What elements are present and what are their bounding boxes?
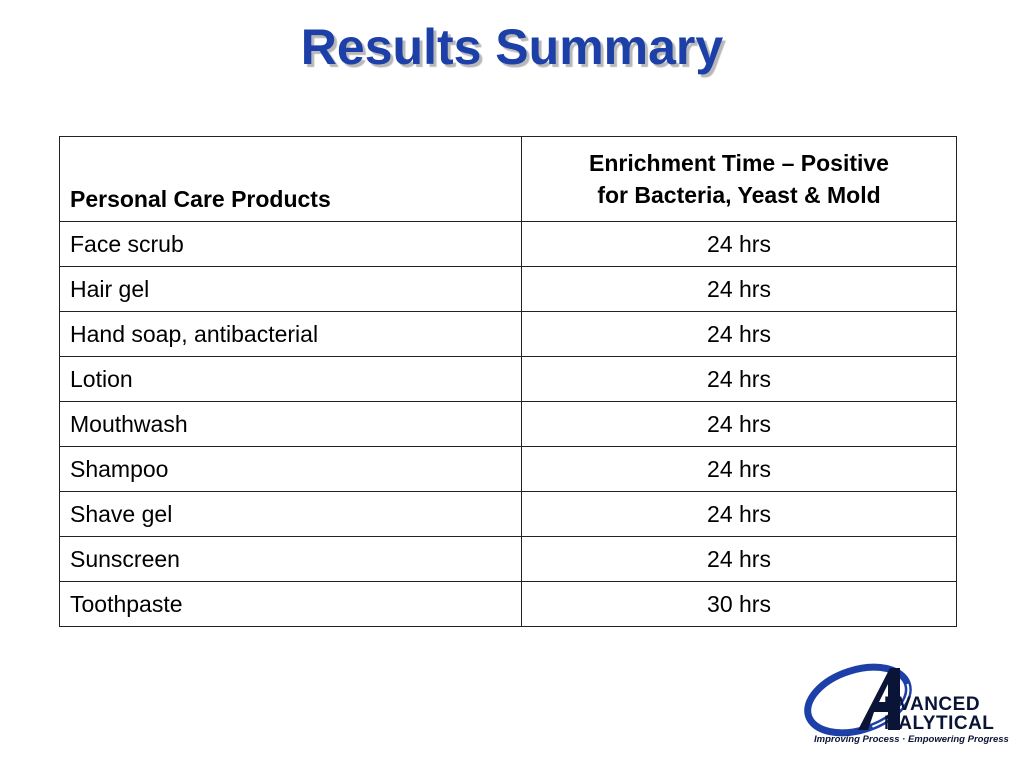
cell-product: Hair gel <box>59 266 522 312</box>
cell-product: Face scrub <box>59 221 522 267</box>
results-table: Personal Care Products Enrichment Time –… <box>59 136 957 627</box>
table-row: Toothpaste 30 hrs <box>59 581 957 627</box>
table-header-row: Personal Care Products Enrichment Time –… <box>59 136 957 222</box>
header-personal-care-products: Personal Care Products <box>59 136 522 222</box>
cell-product: Hand soap, antibacterial <box>59 311 522 357</box>
table-row: Lotion 24 hrs <box>59 356 957 402</box>
logo-word-advanced: DVANCED <box>884 694 981 715</box>
cell-enrichment-time: 24 hrs <box>521 311 957 357</box>
cell-enrichment-time: 24 hrs <box>521 221 957 267</box>
cell-product: Lotion <box>59 356 522 402</box>
table-row: Hand soap, antibacterial 24 hrs <box>59 311 957 357</box>
cell-enrichment-time: 24 hrs <box>521 446 957 492</box>
cell-enrichment-time: 24 hrs <box>521 401 957 447</box>
cell-enrichment-time: 24 hrs <box>521 536 957 582</box>
header-enrichment-time: Enrichment Time – Positive for Bacteria,… <box>521 136 957 222</box>
table-row: Shampoo 24 hrs <box>59 446 957 492</box>
header-enrichment-time-line2: for Bacteria, Yeast & Mold <box>597 182 881 208</box>
cell-product: Toothpaste <box>59 581 522 627</box>
slide-title: Results Summary <box>300 19 724 75</box>
cell-product: Shampoo <box>59 446 522 492</box>
cell-enrichment-time: 24 hrs <box>521 356 957 402</box>
table-row: Face scrub 24 hrs <box>59 221 957 267</box>
cell-enrichment-time: 24 hrs <box>521 491 957 537</box>
table-body: Face scrub 24 hrs Hair gel 24 hrs Hand s… <box>59 221 957 627</box>
table-row: Sunscreen 24 hrs <box>59 536 957 582</box>
cell-product: Shave gel <box>59 491 522 537</box>
table-row: Hair gel 24 hrs <box>59 266 957 312</box>
logo-tagline: Improving Process · Empowering Progress <box>814 734 1009 745</box>
logo-word-analytical: NALYTICAL <box>884 713 995 734</box>
table-row: Mouthwash 24 hrs <box>59 401 957 447</box>
cell-enrichment-time: 24 hrs <box>521 266 957 312</box>
table-row: Shave gel 24 hrs <box>59 491 957 537</box>
logo-mark-icon <box>804 663 912 737</box>
advanced-analytical-logo: DVANCED NALYTICAL Improving Process · Em… <box>800 660 1020 750</box>
header-enrichment-time-line1: Enrichment Time – Positive <box>589 150 889 176</box>
cell-product: Mouthwash <box>59 401 522 447</box>
cell-enrichment-time: 30 hrs <box>521 581 957 627</box>
cell-product: Sunscreen <box>59 536 522 582</box>
